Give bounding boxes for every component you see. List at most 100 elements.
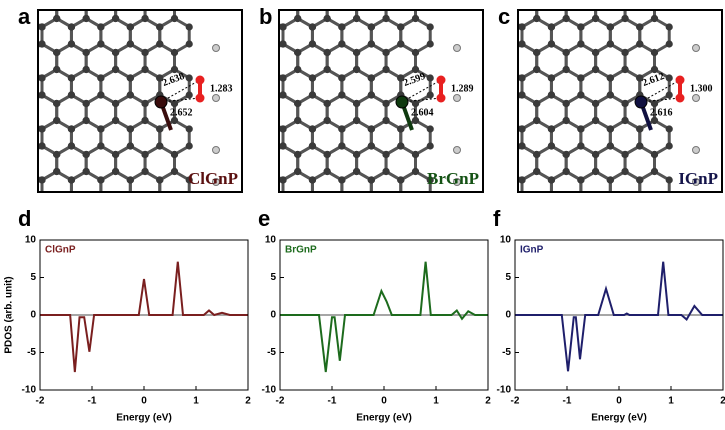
hydrogen bbox=[212, 94, 220, 102]
atom bbox=[636, 40, 644, 48]
atom bbox=[636, 142, 644, 150]
atom bbox=[489, 193, 496, 200]
atom bbox=[338, 74, 346, 82]
atom bbox=[426, 125, 434, 133]
atom bbox=[533, 0, 540, 5]
atom bbox=[397, 142, 405, 150]
atom bbox=[24, 168, 31, 175]
atom bbox=[665, 91, 673, 99]
atom bbox=[126, 142, 134, 150]
bond bbox=[640, 0, 669, 2]
atom bbox=[504, 49, 511, 56]
atom bbox=[504, 168, 511, 175]
atom bbox=[53, 99, 61, 108]
atom bbox=[426, 142, 434, 150]
bond bbox=[283, 0, 312, 2]
atom bbox=[577, 74, 585, 82]
atom bbox=[489, 193, 496, 200]
atom bbox=[185, 125, 193, 133]
atom bbox=[0, 66, 1, 73]
bond bbox=[38, 10, 59, 29]
atom bbox=[156, 125, 164, 133]
atom bbox=[9, 125, 16, 132]
atom bbox=[323, 48, 331, 57]
atom bbox=[112, 202, 119, 209]
legend-label: IGnP bbox=[520, 245, 544, 256]
atom bbox=[294, 99, 302, 108]
atom bbox=[577, 91, 585, 99]
bond bbox=[638, 169, 671, 192]
bond bbox=[594, 10, 627, 29]
y-tick-label: -5 bbox=[267, 347, 276, 358]
atom bbox=[592, 219, 599, 226]
atom bbox=[112, 116, 120, 125]
x-tick-label: -2 bbox=[511, 396, 520, 407]
atom bbox=[397, 193, 404, 200]
atom bbox=[265, 66, 272, 73]
atom bbox=[279, 176, 287, 184]
atom bbox=[577, 125, 585, 133]
atom bbox=[38, 125, 46, 133]
atom bbox=[67, 74, 76, 82]
x-tick-label: 2 bbox=[245, 396, 251, 407]
atom bbox=[126, 40, 134, 48]
atom bbox=[621, 202, 628, 209]
atom bbox=[9, 125, 16, 132]
x-tick-label: 0 bbox=[616, 396, 622, 407]
atom bbox=[504, 117, 511, 124]
atom bbox=[651, 219, 658, 226]
atom bbox=[504, 202, 511, 209]
atom bbox=[24, 151, 31, 158]
atom bbox=[141, 150, 149, 159]
atom bbox=[83, 202, 90, 209]
atom bbox=[294, 0, 301, 5]
atom bbox=[353, 219, 360, 226]
atom bbox=[112, 0, 119, 5]
atom bbox=[397, 23, 405, 31]
atom bbox=[265, 100, 272, 107]
atom bbox=[126, 125, 134, 133]
atom bbox=[38, 40, 46, 48]
atom bbox=[38, 193, 45, 200]
atom bbox=[82, 99, 90, 108]
y-tick-label: -10 bbox=[262, 385, 277, 396]
atom bbox=[294, 116, 302, 125]
distance: 1.289 bbox=[451, 83, 474, 94]
atom bbox=[156, 193, 163, 200]
dotted-line bbox=[640, 97, 681, 103]
atom bbox=[279, 125, 287, 133]
atom bbox=[338, 125, 346, 133]
atom bbox=[82, 48, 90, 57]
y-tick-label: 10 bbox=[500, 235, 512, 246]
atom bbox=[533, 0, 540, 5]
atom bbox=[650, 167, 659, 176]
atom bbox=[53, 219, 60, 226]
atom bbox=[533, 167, 541, 176]
atom bbox=[38, 176, 46, 184]
atom bbox=[397, 125, 405, 133]
panel-letter: b bbox=[259, 4, 272, 29]
atom bbox=[665, 74, 673, 82]
atom bbox=[474, 219, 481, 226]
atom bbox=[504, 100, 511, 107]
atom bbox=[112, 65, 120, 74]
atom bbox=[265, 49, 272, 56]
atom bbox=[563, 202, 570, 209]
atom bbox=[156, 227, 163, 234]
atom bbox=[141, 202, 148, 209]
atom bbox=[323, 150, 331, 159]
atom bbox=[294, 0, 301, 5]
atom bbox=[68, 193, 75, 200]
atom bbox=[53, 65, 61, 74]
atom bbox=[53, 202, 60, 209]
atom bbox=[83, 0, 90, 5]
atom bbox=[112, 167, 120, 176]
atom bbox=[235, 202, 242, 209]
atom bbox=[621, 14, 629, 23]
atom bbox=[592, 65, 600, 74]
y-tick-label: -5 bbox=[502, 347, 511, 358]
atom bbox=[547, 125, 556, 133]
atom bbox=[250, 176, 257, 183]
atom bbox=[9, 74, 16, 81]
atom bbox=[309, 227, 316, 234]
